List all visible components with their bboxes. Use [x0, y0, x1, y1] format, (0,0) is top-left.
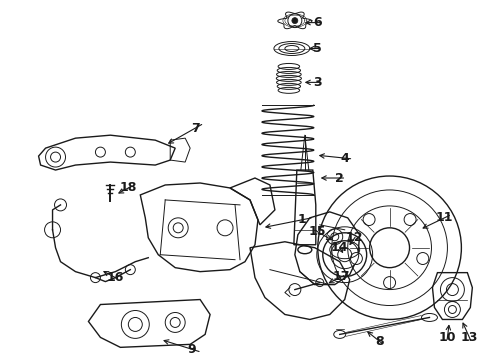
Text: 10: 10 [439, 331, 456, 344]
Text: 11: 11 [436, 211, 453, 224]
Text: 8: 8 [375, 335, 384, 348]
Text: 15: 15 [309, 225, 326, 238]
Text: 13: 13 [461, 331, 478, 344]
Text: 18: 18 [120, 181, 137, 194]
Circle shape [384, 276, 395, 289]
Circle shape [417, 252, 429, 265]
Circle shape [363, 213, 375, 225]
Circle shape [292, 18, 298, 24]
Text: 2: 2 [335, 171, 344, 185]
Text: 16: 16 [107, 271, 124, 284]
Text: 6: 6 [314, 16, 322, 29]
Circle shape [350, 252, 363, 265]
Text: 7: 7 [191, 122, 199, 135]
Text: 9: 9 [188, 343, 196, 356]
Text: 3: 3 [314, 76, 322, 89]
Text: 4: 4 [341, 152, 349, 165]
Text: 1: 1 [297, 213, 306, 226]
Text: 5: 5 [314, 42, 322, 55]
Circle shape [404, 213, 416, 225]
Text: 12: 12 [346, 231, 364, 244]
Text: 17: 17 [333, 270, 350, 283]
Text: 14: 14 [331, 241, 348, 254]
